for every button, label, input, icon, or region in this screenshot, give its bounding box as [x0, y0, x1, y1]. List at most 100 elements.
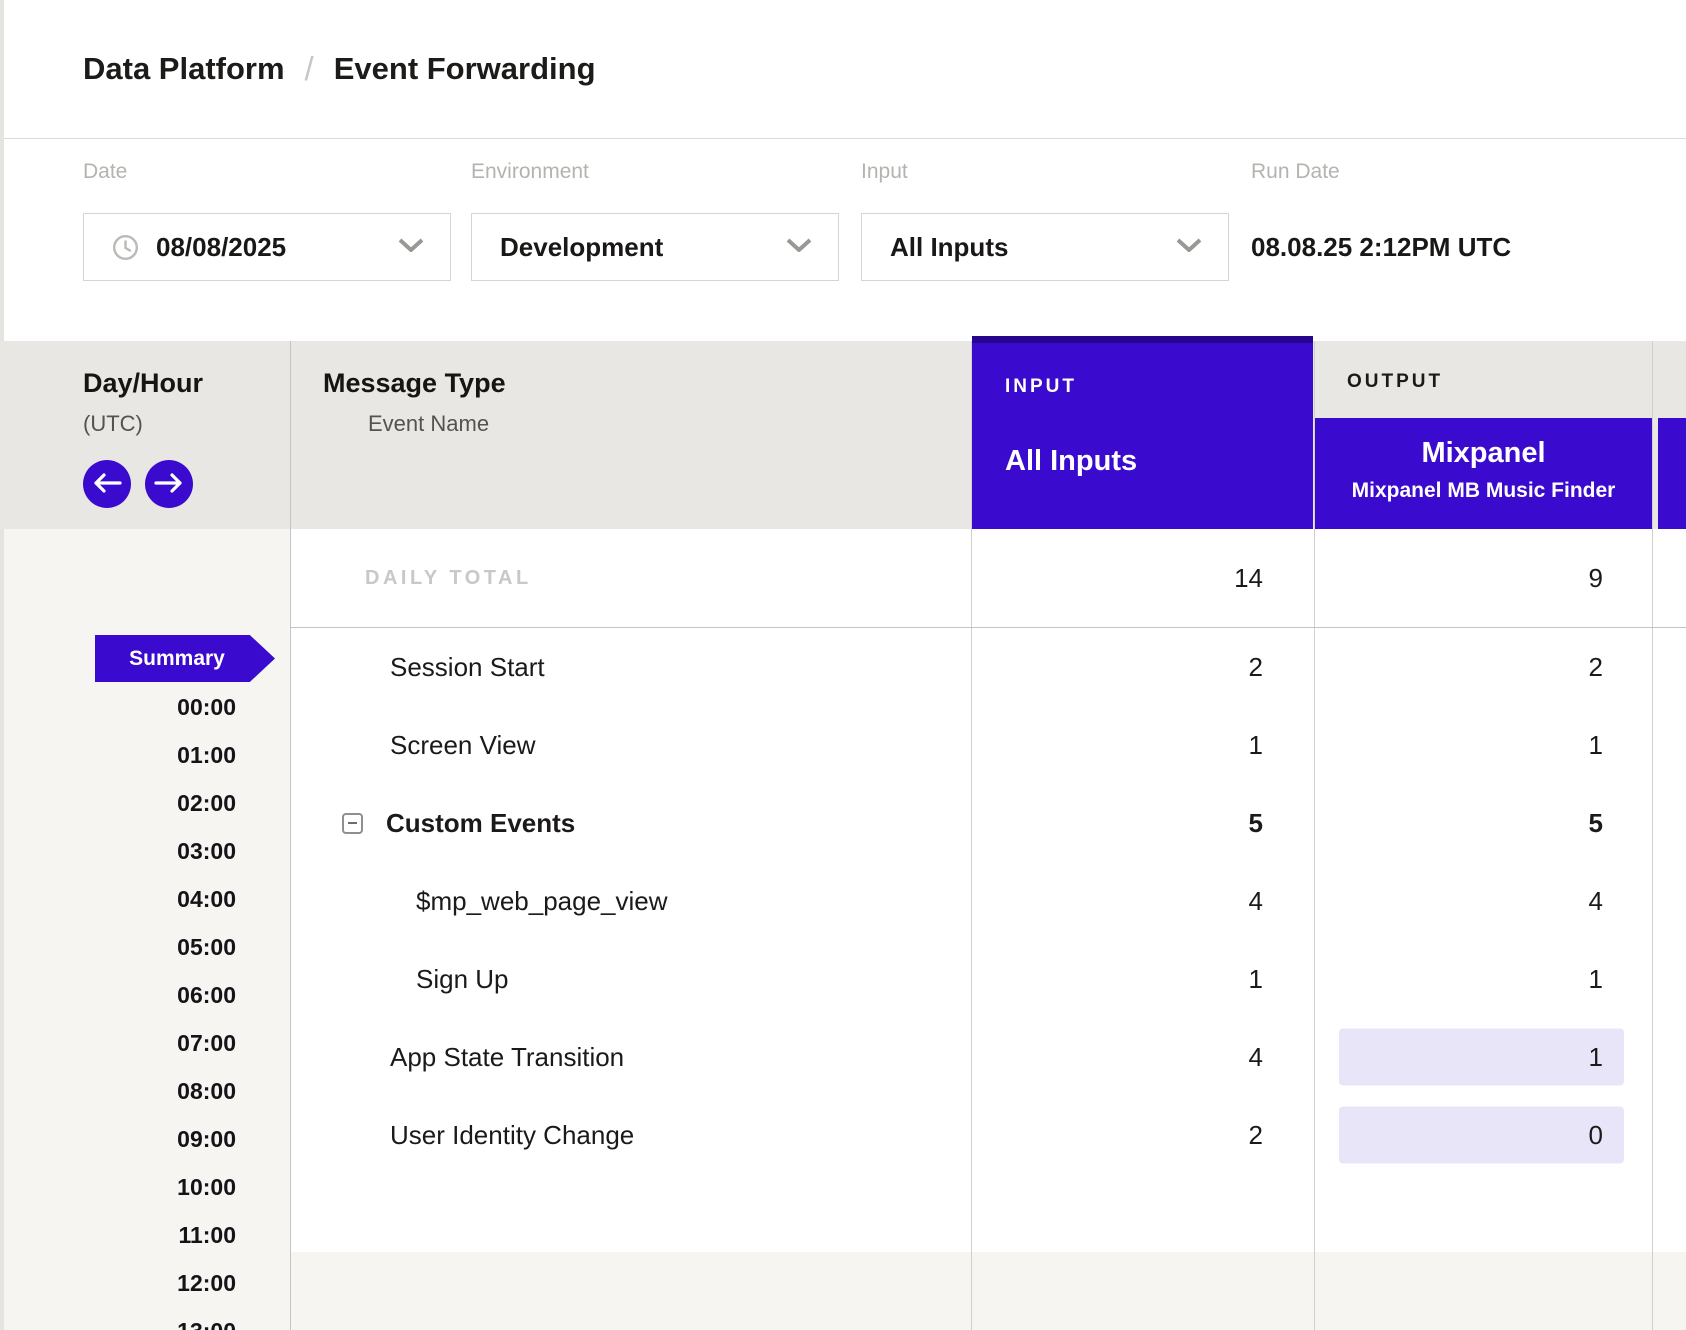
- breadcrumb-separator: /: [304, 50, 314, 87]
- chevron-down-icon: [1176, 238, 1202, 257]
- hour-row-selector[interactable]: 00:00: [177, 693, 236, 720]
- output-count-cell: 1: [1315, 730, 1652, 761]
- hour-row-selector[interactable]: 10:00: [177, 1173, 236, 1200]
- hour-row-selector[interactable]: 08:00: [177, 1077, 236, 1104]
- run-date-label: Run Date: [1251, 160, 1340, 183]
- column-divider: [1652, 341, 1653, 1330]
- arrow-right-icon: [154, 472, 184, 497]
- event-name-label: Session Start: [390, 651, 545, 682]
- environment-filter-value: Development: [500, 231, 664, 262]
- output-count-value: 1: [1588, 1041, 1603, 1072]
- run-date-value: 08.08.25 2:12PM UTC: [1251, 231, 1512, 262]
- output-column-kicker: OUTPUT: [1347, 371, 1444, 392]
- table-footer-area: [291, 1252, 1686, 1330]
- daily-total-divider: [291, 627, 1686, 628]
- summary-row-selector[interactable]: Summary: [95, 635, 275, 682]
- table-rows: Session Start 2 2 Screen View 1 1 Custom…: [291, 628, 1686, 1174]
- daily-total-row: DAILY TOTAL 14 9: [291, 529, 1686, 627]
- output-count-cell: 4: [1315, 886, 1652, 917]
- hour-row-selector[interactable]: 02:00: [177, 789, 236, 816]
- input-filter-select[interactable]: All Inputs: [861, 213, 1229, 281]
- arrow-left-icon: [92, 472, 122, 497]
- output-count-cell: 2: [1315, 652, 1652, 683]
- hour-row-selector[interactable]: 03:00: [177, 837, 236, 864]
- event-name-label: Screen View: [390, 729, 536, 760]
- previous-day-button[interactable]: [83, 460, 131, 508]
- header-divider: [4, 138, 1686, 139]
- output-count-value: 2: [1588, 651, 1603, 682]
- environment-filter-select[interactable]: Development: [471, 213, 839, 281]
- output-count-cell: 1: [1315, 1028, 1652, 1086]
- event-name-label: Sign Up: [416, 963, 509, 994]
- page-left-edge: [0, 0, 4, 1330]
- daily-total-output-value: 9: [1588, 562, 1603, 593]
- collapse-toggle-icon[interactable]: [342, 812, 363, 834]
- page-title: Event Forwarding: [333, 51, 596, 86]
- output-column-header: Mixpanel Mixpanel MB Music Finder: [1315, 418, 1652, 529]
- input-column-header: INPUT All Inputs: [972, 336, 1313, 529]
- breadcrumb-section[interactable]: Data Platform: [83, 51, 285, 86]
- date-filter-value: 08/08/2025: [156, 231, 287, 262]
- day-hour-column-subtitle: (UTC): [83, 411, 143, 436]
- hour-row-selector[interactable]: 07:00: [177, 1029, 236, 1056]
- input-count-cell: 2: [1248, 651, 1263, 682]
- message-type-column-title: Message Type: [323, 368, 506, 398]
- next-day-button[interactable]: [145, 460, 193, 508]
- hour-row-selector[interactable]: 06:00: [177, 981, 236, 1008]
- daily-total-input-value: 14: [1234, 562, 1263, 593]
- input-count-cell: 5: [1248, 807, 1263, 838]
- breadcrumb: Data Platform / Event Forwarding: [83, 0, 596, 138]
- chevron-down-icon: [786, 238, 812, 257]
- output-count-value: 5: [1588, 807, 1603, 838]
- input-filter-label: Input: [861, 160, 908, 183]
- input-count-cell: 1: [1248, 963, 1263, 994]
- input-count-cell: 1: [1248, 729, 1263, 760]
- input-count-cell: 4: [1248, 1041, 1263, 1072]
- column-divider: [290, 341, 291, 1330]
- hour-row-selector[interactable]: 04:00: [177, 885, 236, 912]
- table-row: User Identity Change 2 0: [291, 1096, 1686, 1174]
- input-count-cell: 2: [1248, 1119, 1263, 1150]
- clock-icon: [112, 234, 139, 261]
- input-column-kicker: INPUT: [1005, 376, 1077, 397]
- column-divider: [971, 341, 972, 1330]
- chevron-down-icon: [398, 238, 424, 257]
- daily-total-label: DAILY TOTAL: [365, 566, 532, 589]
- table-row: $mp_web_page_view 4 4: [291, 862, 1686, 940]
- event-name-label: Custom Events: [386, 807, 576, 838]
- output-count-cell: 1: [1315, 964, 1652, 995]
- input-column-name: All Inputs: [1005, 445, 1138, 477]
- table-row: Screen View 1 1: [291, 706, 1686, 784]
- event-name-label: User Identity Change: [390, 1119, 635, 1150]
- day-hour-column-title: Day/Hour: [83, 368, 204, 398]
- hour-row-selector[interactable]: 09:00: [177, 1125, 236, 1152]
- hour-row-selector[interactable]: 12:00: [177, 1269, 236, 1296]
- output-column-name: Mixpanel: [1421, 437, 1546, 469]
- output-count-cell: 5: [1315, 808, 1652, 839]
- table-row: App State Transition 4 1: [291, 1018, 1686, 1096]
- table-row: Sign Up 1 1: [291, 940, 1686, 1018]
- environment-filter-label: Environment: [471, 160, 589, 183]
- next-output-column-partial: [1658, 418, 1686, 529]
- output-column-subtitle: Mixpanel MB Music Finder: [1351, 479, 1616, 502]
- hour-row-selector[interactable]: 05:00: [177, 933, 236, 960]
- event-name-label: $mp_web_page_view: [416, 885, 668, 916]
- input-filter-value: All Inputs: [890, 231, 1009, 262]
- hour-row-selector[interactable]: 13:00: [0, 1307, 290, 1330]
- date-filter-select[interactable]: 08/08/2025: [83, 213, 451, 281]
- output-count-value: 1: [1588, 963, 1603, 994]
- output-highlight-cell: [1339, 1028, 1624, 1086]
- hour-list: 00:00 01:00 02:00 03:00 04:00 05:00 06:0…: [0, 683, 290, 1330]
- hour-row-selector[interactable]: 01:00: [177, 741, 236, 768]
- output-highlight-cell: [1339, 1106, 1624, 1164]
- column-divider: [1314, 341, 1315, 1330]
- table-row: Custom Events 5 5: [291, 784, 1686, 862]
- date-filter-label: Date: [83, 160, 128, 183]
- hour-row-selector[interactable]: 11:00: [178, 1221, 236, 1248]
- event-name-label: App State Transition: [390, 1041, 625, 1072]
- output-count-cell: 0: [1315, 1106, 1652, 1164]
- table-row: Session Start 2 2: [291, 628, 1686, 706]
- input-count-cell: 4: [1248, 885, 1263, 916]
- output-count-value: 1: [1588, 729, 1603, 760]
